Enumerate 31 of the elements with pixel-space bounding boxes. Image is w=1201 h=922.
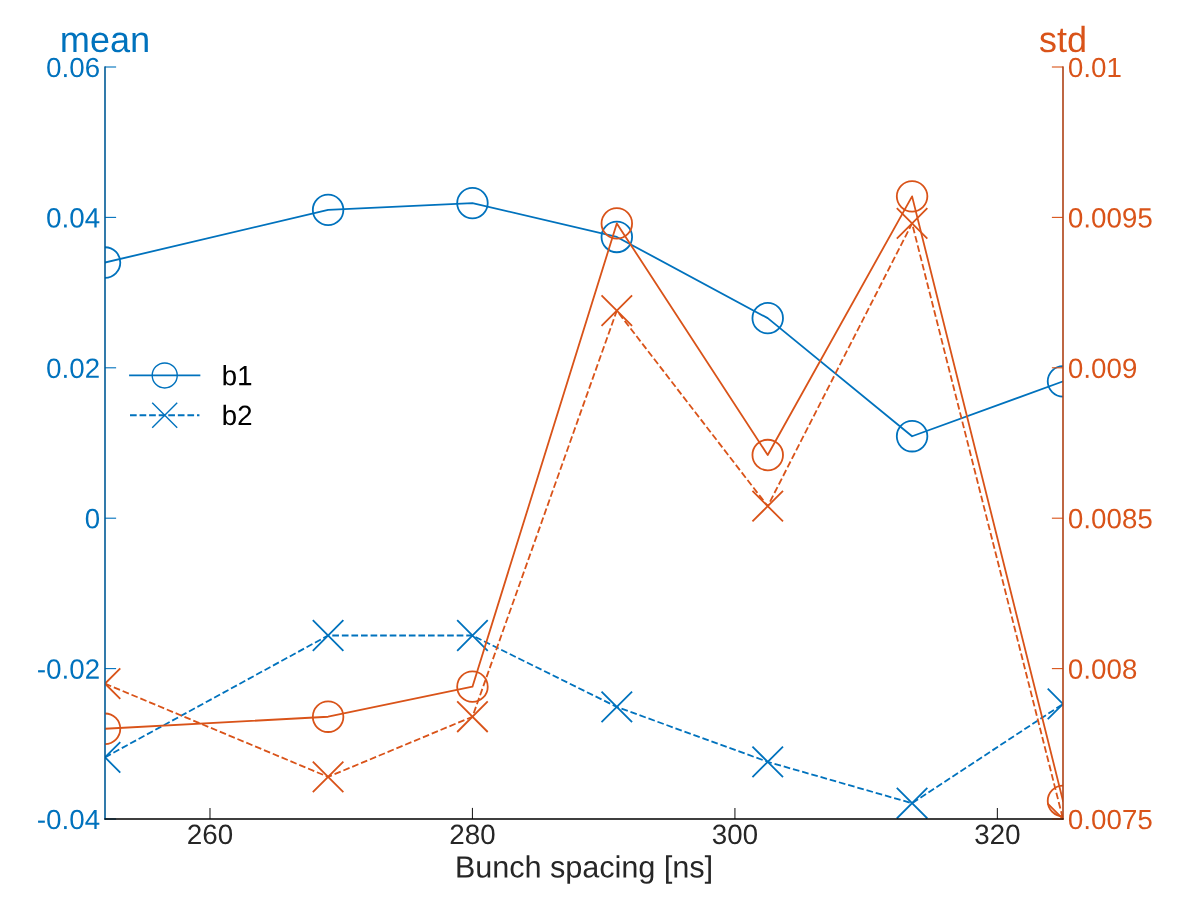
y-tick-label: 0.06 <box>47 57 99 78</box>
y2-tick-label: 0.0085 <box>1068 508 1152 529</box>
y-tick-label: 0.02 <box>47 358 99 379</box>
y-tick-label: 0.04 <box>47 208 100 228</box>
y2-tick-label: 0.009 <box>1068 358 1137 379</box>
point <box>600 207 633 240</box>
legend-label: b1 <box>223 365 252 386</box>
y2-axis-title: std <box>1039 25 1085 53</box>
y-axis-title: mean <box>62 32 148 53</box>
x-axis-title: Bunch spacing [ns] <box>457 855 711 884</box>
y2-tick-label: 0.01 <box>1068 57 1121 78</box>
point <box>895 180 929 213</box>
y-tick-label: -0.04 <box>38 809 100 830</box>
y-tick-label: 0 <box>85 508 100 529</box>
y2-tick-label: 0.0095 <box>1068 208 1152 228</box>
y-tick-label: -0.02 <box>38 659 99 679</box>
x-tick-label: 260 <box>188 824 233 845</box>
point <box>895 207 929 240</box>
point <box>456 670 489 703</box>
point <box>311 760 345 794</box>
x-tick-label: 280 <box>450 824 495 845</box>
point <box>456 700 489 733</box>
point <box>751 489 784 523</box>
point <box>751 438 784 472</box>
x-tick-label: 300 <box>712 824 758 845</box>
legend-label: b2 <box>223 404 252 426</box>
y2-tick-label: 0.008 <box>1068 659 1137 679</box>
x-tick-label: 320 <box>975 824 1020 845</box>
y2-tick-label: 0.0075 <box>1068 809 1152 830</box>
point <box>600 294 633 327</box>
point <box>311 700 345 733</box>
